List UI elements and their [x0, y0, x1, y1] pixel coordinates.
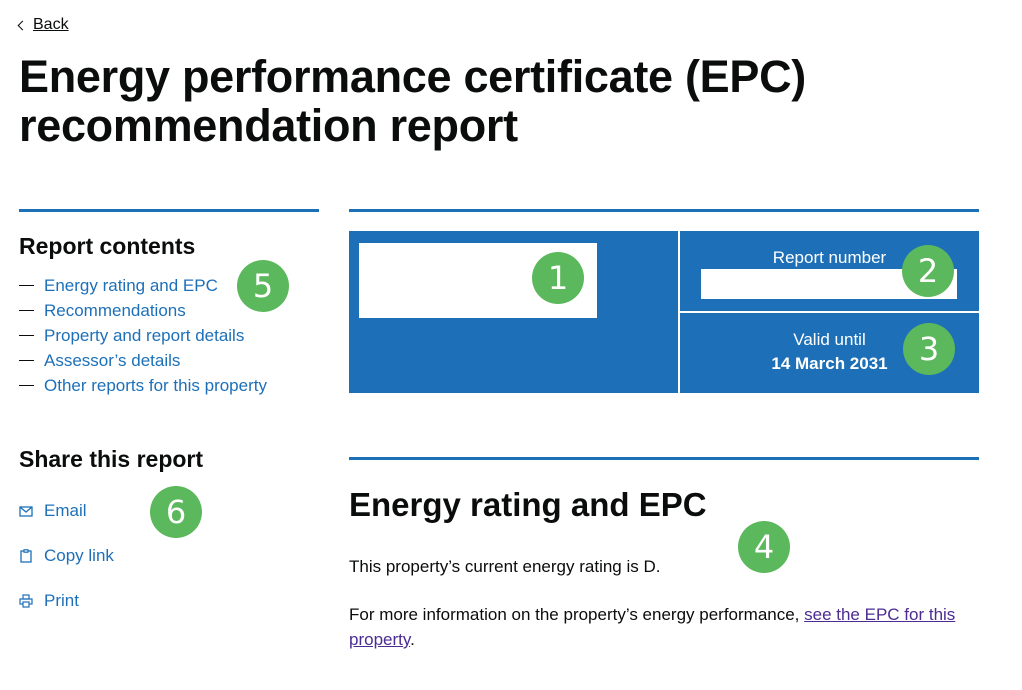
contents-link[interactable]: Energy rating and EPC — [44, 275, 218, 295]
share-copy-link-button[interactable]: Copy link — [19, 545, 203, 567]
chevron-left-icon — [17, 20, 28, 31]
report-summary-panel: Report number Valid until 14 March 2031 — [349, 231, 979, 393]
valid-until-value: 14 March 2031 — [771, 354, 888, 373]
contents-link[interactable]: Assessor’s details — [44, 350, 181, 370]
back-link[interactable]: Back — [17, 16, 69, 34]
clipboard-icon — [20, 549, 32, 563]
contents-item-other-reports: Other reports for this property — [19, 373, 319, 398]
annotation-badge: 2 — [902, 245, 954, 297]
energy-rating-heading: Energy rating and EPC — [349, 486, 707, 523]
sidebar: Report contents Energy rating and EPC Re… — [19, 209, 319, 398]
dash-icon — [19, 335, 34, 336]
section-divider — [349, 209, 979, 212]
share-heading: Share this report — [19, 446, 204, 472]
valid-until-label: Valid until — [793, 330, 866, 349]
contents-item-energy-rating: Energy rating and EPC — [19, 273, 319, 298]
envelope-icon — [19, 506, 33, 517]
contents-link[interactable]: Other reports for this property — [44, 375, 267, 395]
annotation-badge: 3 — [903, 323, 955, 375]
section-divider — [349, 457, 979, 460]
contents-item-property-details: Property and report details — [19, 323, 319, 348]
annotation-badge: 4 — [738, 521, 790, 573]
report-contents-heading: Report contents — [19, 233, 196, 259]
annotation-badge: 6 — [150, 486, 202, 538]
more-info-text: For more information on the property’s e… — [349, 602, 989, 652]
panel-divider-horizontal — [678, 311, 979, 313]
dash-icon — [19, 385, 34, 386]
back-link-text[interactable]: Back — [33, 16, 69, 33]
current-rating-text: This property’s current energy rating is… — [349, 557, 661, 576]
dash-icon — [19, 285, 34, 286]
dash-icon — [19, 310, 34, 311]
share-print-label: Print — [44, 591, 79, 610]
annotation-badge: 5 — [237, 260, 289, 312]
dash-icon — [19, 360, 34, 361]
share-email-label: Email — [44, 501, 87, 520]
share-copy-link-label: Copy link — [44, 546, 114, 565]
report-number-label: Report number — [772, 248, 887, 267]
report-contents-list: Energy rating and EPC Recommendations Pr… — [19, 273, 319, 398]
contents-link[interactable]: Recommendations — [44, 300, 186, 320]
share-print-button[interactable]: Print — [19, 590, 203, 612]
contents-link[interactable]: Property and report details — [44, 325, 245, 345]
page-title: Energy performance certificate (EPC) rec… — [19, 51, 806, 151]
see-epc-link[interactable]: see the EPC for this property — [349, 605, 956, 649]
contents-item-recommendations: Recommendations — [19, 298, 319, 323]
printer-icon — [19, 594, 33, 608]
annotation-badge: 1 — [532, 252, 584, 304]
share-section: Share this report Email Copy link Print — [19, 446, 203, 612]
contents-item-assessor-details: Assessor’s details — [19, 348, 319, 373]
more-info-suffix: . — [410, 630, 415, 649]
share-email-button[interactable]: Email — [19, 500, 203, 522]
more-info-prefix: For more information on the property’s e… — [349, 605, 805, 624]
